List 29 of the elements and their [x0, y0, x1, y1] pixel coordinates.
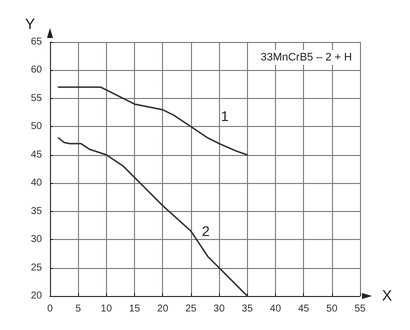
y-tick-label: 25 — [30, 262, 42, 274]
x-tick-label: 55 — [354, 304, 366, 314]
series-label: 1 — [220, 108, 229, 124]
x-tick-label: 40 — [270, 304, 282, 314]
x-tick-label: 10 — [100, 304, 112, 314]
x-axis-title: X — [382, 288, 392, 304]
x-tick-label: 15 — [128, 304, 141, 314]
y-axis-title: Y — [24, 16, 36, 33]
series-label: 2 — [202, 223, 210, 240]
line-series — [58, 86, 248, 156]
y-tick-label: 35 — [30, 206, 42, 217]
x-tick-label: 20 — [157, 304, 169, 314]
x-tick-label: 25 — [185, 304, 197, 314]
x-tick-label: 30 — [214, 304, 226, 314]
y-tick-label: 20 — [30, 290, 42, 302]
y-tick-label: 30 — [30, 234, 42, 246]
y-tick-label: 40 — [30, 178, 42, 189]
x-tick-label: 45 — [298, 304, 310, 314]
y-tick-label: 60 — [30, 64, 42, 76]
x-tick-label: 0 — [47, 304, 54, 314]
line-series — [58, 137, 248, 297]
x-tick-label: 35 — [242, 304, 254, 314]
x-tick-label: 50 — [326, 304, 338, 314]
y-tick-label: 50 — [30, 121, 42, 132]
y-tick-label: 55 — [30, 92, 42, 104]
x-tick-label: 5 — [75, 304, 82, 314]
y-tick-label: 65 — [30, 36, 42, 48]
y-tick-label: 45 — [30, 149, 42, 160]
annotation: 33MnCrB5 – 2 + H — [260, 52, 352, 64]
